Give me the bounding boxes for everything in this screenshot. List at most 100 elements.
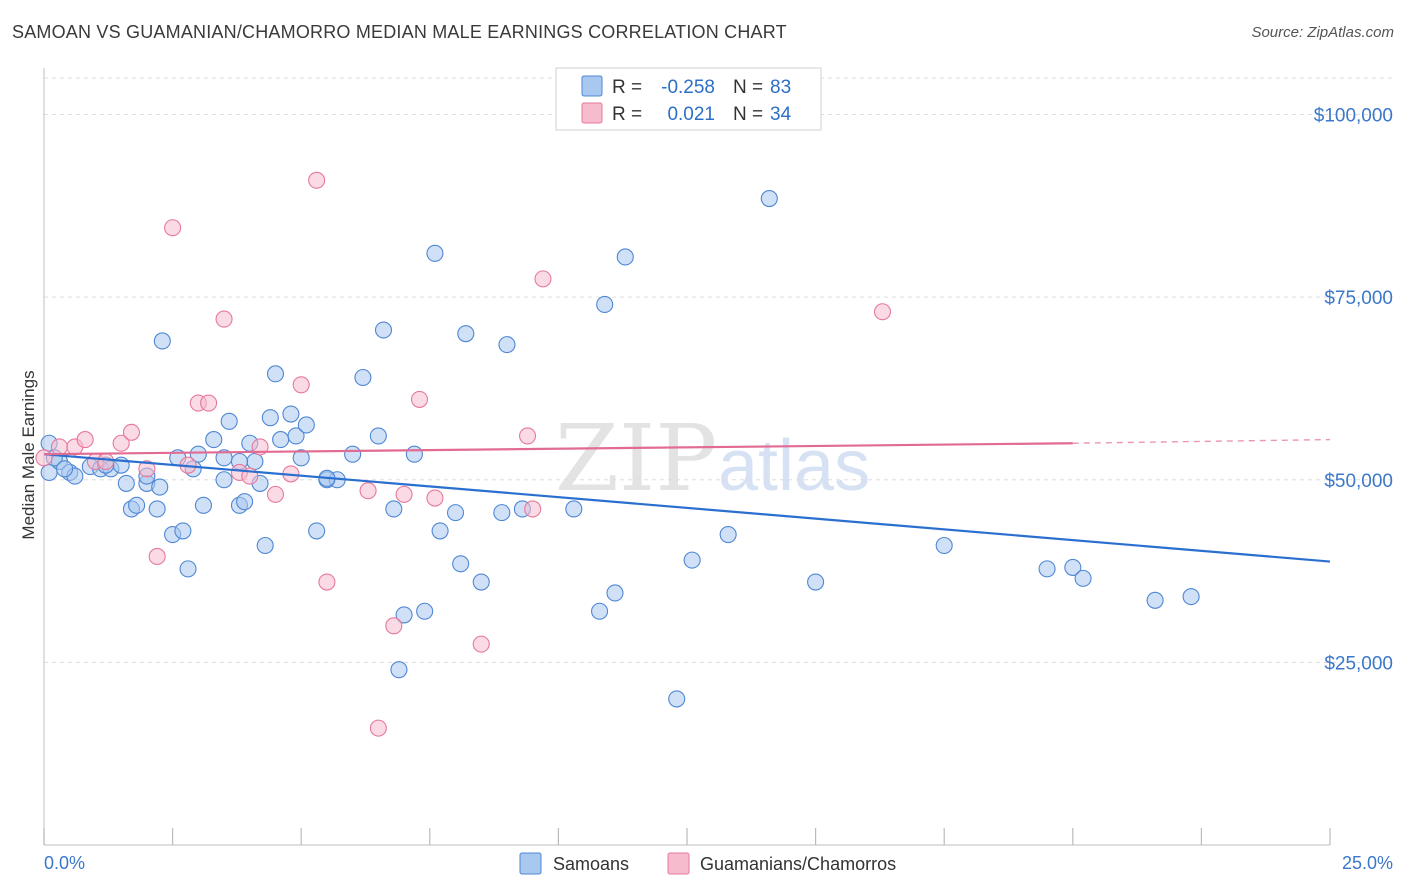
legend-r-value-blue: -0.258 — [661, 77, 715, 98]
guamanians-point-9 — [148, 547, 166, 566]
guamanians-point-31 — [524, 500, 542, 518]
samoans-point-48 — [395, 606, 413, 624]
guamanians-point-3 — [76, 431, 94, 449]
y-tick-label-2: $75,000 — [1324, 288, 1393, 309]
samoans-point-49 — [405, 445, 423, 463]
guamanians-point-13 — [200, 394, 218, 412]
samoans-point-24 — [215, 471, 233, 489]
legend-n-label-pink: N = — [733, 104, 763, 125]
guamanians-point-10 — [164, 219, 182, 237]
guamanians-point-6 — [112, 434, 130, 452]
guamanians-point-32 — [534, 270, 552, 288]
samoans-point-38 — [292, 449, 310, 467]
legend-swatch-pink — [581, 102, 603, 124]
samoans-point-58 — [493, 504, 511, 522]
legend-swatch-blue — [581, 75, 603, 97]
samoans-point-59 — [498, 336, 516, 354]
samoans-point-9 — [117, 474, 135, 492]
samoans-point-56 — [426, 244, 444, 262]
samoans-point-11 — [128, 496, 146, 514]
x-axis-ticks — [43, 828, 1331, 845]
samoans-point-21 — [189, 445, 207, 463]
guamanians-point-30 — [518, 427, 537, 445]
samoans-point-23 — [205, 431, 223, 449]
samoans-point-75 — [1146, 591, 1164, 609]
samoans-point-18 — [174, 522, 192, 540]
series-legend-swatch-samoans — [519, 852, 542, 875]
y-tick-label-0: $25,000 — [1324, 653, 1393, 674]
samoans-point-30 — [246, 452, 264, 471]
samoans-point-37 — [287, 427, 305, 445]
samoans-point-22 — [194, 496, 213, 514]
x-tick-label-max: 25.0% — [1342, 853, 1393, 873]
samoans-point-14 — [151, 478, 169, 496]
y-axis-label: Median Male Earnings — [19, 370, 38, 539]
samoans-point-76 — [1182, 588, 1200, 606]
samoans-point-32 — [256, 536, 274, 555]
series-legend-swatch-guamanians — [667, 852, 690, 875]
watermark-atlas: atlas — [718, 426, 870, 506]
samoans-point-13 — [148, 500, 166, 518]
source-label: Source: ZipAtlas.com — [1251, 24, 1394, 41]
samoans-point-52 — [431, 522, 449, 540]
samoans-point-35 — [272, 431, 290, 449]
samoans-point-63 — [591, 602, 609, 620]
y-axis-tick-labels: $25,000 $50,000 $75,000 $100,000 — [1314, 106, 1393, 675]
samoans-point-57 — [457, 325, 475, 343]
samoans-point-54 — [452, 555, 470, 573]
samoans-point-53 — [446, 504, 465, 522]
samoans-point-40 — [308, 522, 326, 540]
samoans-point-69 — [760, 189, 778, 208]
trend-lines — [43, 438, 1331, 563]
samoans-point-28 — [236, 493, 254, 511]
samoans-point-61 — [565, 500, 583, 518]
legend-n-value-blue: 83 — [770, 77, 791, 98]
samoans-point-68 — [719, 525, 737, 544]
guamanians-point-23 — [359, 482, 377, 500]
chart-title: SAMOAN VS GUAMANIAN/CHAMORRO MEDIAN MALE… — [12, 22, 787, 42]
samoans-point-64 — [606, 584, 624, 602]
guamanians-point-26 — [395, 485, 413, 503]
samoans-point-46 — [374, 321, 393, 339]
samoans-point-70 — [807, 573, 825, 591]
guamanians-point-24 — [369, 719, 387, 737]
samoans-point-45 — [369, 427, 387, 445]
guamanians-point-18 — [266, 485, 285, 503]
samoans-point-65 — [616, 248, 634, 266]
series-legend: Samoans Guamanians/Chamorros — [519, 852, 896, 875]
samoans-point-50 — [390, 661, 408, 679]
samoans-point-78 — [56, 460, 74, 478]
guamanians-points — [35, 171, 892, 737]
guamanians-point-20 — [292, 376, 310, 394]
samoans-point-73 — [1064, 558, 1082, 576]
guamanians-trend-line-extension — [1072, 438, 1331, 444]
samoans-point-55 — [472, 573, 490, 591]
guamanians-point-33 — [873, 303, 892, 321]
series-legend-label-guamanians: Guamanians/Chamorros — [700, 854, 896, 874]
samoans-point-15 — [153, 332, 171, 350]
legend-r-label-blue: R = — [612, 77, 642, 98]
guamanians-point-5 — [97, 452, 115, 471]
legend-r-label-pink: R = — [612, 104, 642, 125]
samoans-point-19 — [179, 560, 197, 578]
samoans-point-71 — [935, 536, 953, 555]
samoans-point-51 — [416, 602, 434, 620]
legend-n-label-blue: N = — [733, 77, 763, 98]
samoans-point-36 — [282, 405, 300, 423]
guamanians-point-25 — [385, 617, 403, 635]
samoans-point-34 — [266, 365, 285, 383]
samoans-point-26 — [220, 412, 238, 430]
correlation-legend: R = -0.258 N = 83 R = 0.021 N = 34 — [555, 67, 822, 131]
y-tick-label-1: $50,000 — [1324, 471, 1393, 492]
guamanians-point-8 — [138, 460, 156, 478]
y-tick-label-3: $100,000 — [1314, 106, 1393, 127]
samoans-point-33 — [261, 409, 279, 427]
watermark-zip: ZIP — [555, 405, 717, 512]
samoans-point-74 — [1074, 569, 1092, 587]
samoans-point-44 — [354, 368, 372, 387]
guamanians-point-28 — [426, 489, 444, 507]
guamanians-point-21 — [308, 171, 326, 189]
samoans-point-66 — [668, 690, 686, 708]
samoans-point-62 — [596, 295, 614, 313]
